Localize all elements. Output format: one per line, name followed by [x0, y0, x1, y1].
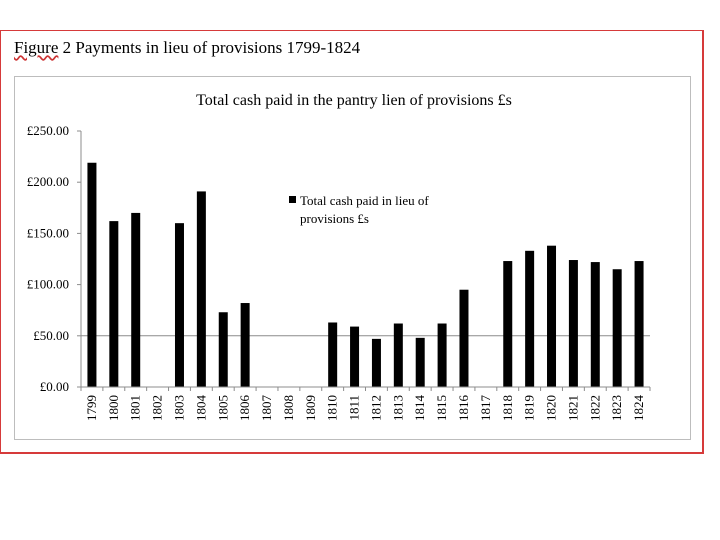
figure-title-prefix: Figure: [14, 38, 59, 57]
legend-label-line1: Total cash paid in lieu of: [300, 193, 429, 208]
x-tick-label: 1818: [500, 395, 515, 421]
bar: [240, 303, 250, 387]
x-tick-label: 1808: [281, 395, 296, 421]
bar: [437, 323, 447, 387]
x-tick-label: 1817: [478, 395, 493, 422]
bars: [87, 162, 644, 387]
bar: [547, 245, 557, 387]
bar: [503, 261, 513, 387]
bar: [350, 326, 360, 387]
bar: [612, 269, 622, 387]
x-tick-label: 1804: [193, 395, 208, 422]
x-tick-label: 1816: [456, 395, 471, 422]
x-tick-label: 1809: [303, 395, 318, 421]
bar: [196, 191, 206, 387]
x-tick-label: 1805: [215, 395, 230, 421]
chart-title: Total cash paid in the pantry lien of pr…: [196, 92, 512, 109]
bar: [87, 162, 97, 387]
x-tick-label: 1802: [150, 395, 165, 421]
x-tick-label: 1814: [412, 395, 427, 422]
y-tick-label: £250.00: [27, 123, 69, 138]
x-tick-label: 1801: [128, 395, 143, 421]
x-tick-label: 1813: [390, 395, 405, 421]
x-tick-label: 1812: [368, 395, 383, 421]
x-tick-label: 1811: [347, 395, 362, 421]
x-tick-label: 1800: [106, 395, 121, 421]
y-tick-label: £100.00: [27, 277, 69, 292]
x-tick-label: 1824: [631, 395, 646, 422]
x-axis: 1799 1800 1801 1802 1803 1804 1805 1806 1807 1808…: [80, 386, 651, 422]
x-tick-label: 1807: [259, 395, 274, 422]
legend-swatch: [289, 196, 296, 203]
legend: Total cash paid in lieu of provisions £s: [289, 193, 429, 226]
bar: [393, 323, 403, 387]
bar: [109, 221, 119, 387]
bar: [525, 250, 535, 387]
x-tick-label: 1815: [434, 395, 449, 421]
x-tick-label: 1821: [565, 395, 580, 421]
y-tick-label: £150.00: [27, 225, 69, 240]
figure-title: Figure 2 Payments in lieu of provisions …: [14, 38, 360, 58]
x-tick-label: 1803: [171, 395, 186, 421]
bar: [174, 223, 184, 387]
y-axis: £0.00 £50.00 £100.00 £150.00 £200.00 £250.00: [27, 123, 650, 394]
bar: [568, 260, 578, 387]
bar: [459, 289, 469, 387]
x-tick-label: 1819: [522, 395, 537, 421]
bar: [590, 262, 600, 387]
bar: [328, 322, 338, 387]
x-tick-label: 1799: [84, 395, 99, 421]
x-tick-label: 1820: [544, 395, 559, 421]
y-tick-label: £50.00: [33, 328, 69, 343]
legend-label-line2: provisions £s: [300, 211, 369, 226]
bar: [415, 337, 425, 387]
bar: [218, 312, 228, 387]
bar: [634, 261, 644, 387]
x-tick-label: 1806: [237, 395, 252, 422]
bar: [131, 212, 141, 387]
x-tick-label: 1823: [609, 395, 624, 421]
figure-title-rest: 2 Payments in lieu of provisions 1799-18…: [58, 38, 361, 57]
bar: [371, 338, 381, 387]
x-tick-label: 1822: [587, 395, 602, 421]
figure-frame: [0, 30, 704, 454]
chart-area: [14, 76, 691, 440]
y-tick-label: £200.00: [27, 174, 69, 189]
y-tick-label: £0.00: [40, 379, 69, 394]
x-tick-label: 1810: [325, 395, 340, 421]
